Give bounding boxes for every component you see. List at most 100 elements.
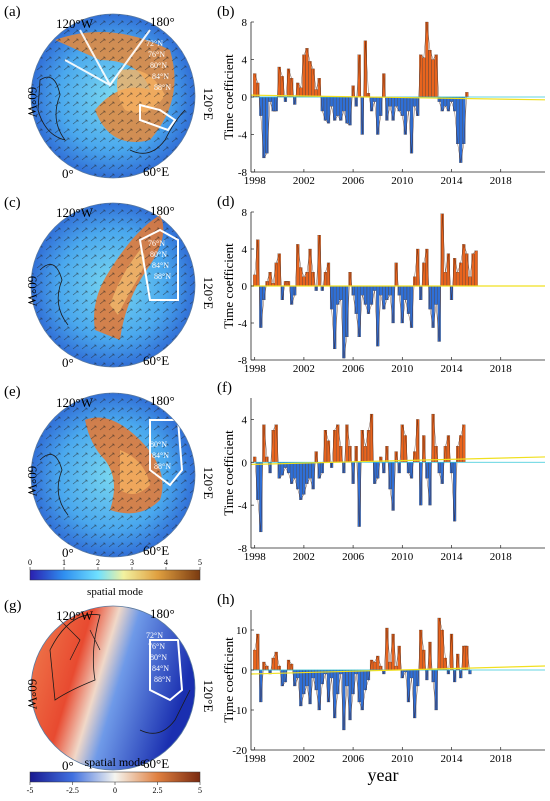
chart-bar: [446, 96, 451, 112]
chart-bar: [302, 462, 306, 495]
chart-bar: [333, 430, 337, 463]
chart-x-tick-label: 2002: [293, 363, 315, 375]
chart-bar: [305, 272, 309, 287]
chart-bar: [286, 68, 291, 98]
map-lon-label: 60°E: [143, 353, 169, 368]
chart-bar: [336, 285, 340, 305]
chart-panel-label: (h): [217, 592, 235, 608]
chart-trend-line: [250, 665, 546, 675]
chart-bar: [342, 285, 346, 359]
chart-bar: [299, 669, 303, 707]
chart-panel-label: (b): [217, 4, 235, 20]
chart-h: -20 -10 0 10 1998 2002 2006 2010 2014 2018 Time co…: [217, 592, 546, 765]
chart-bar: [413, 96, 417, 107]
x-axis-label-year: year: [368, 765, 399, 785]
map-lat-label: 80°N: [150, 250, 167, 259]
colorbar-2: -5 -2.5 0 2.5 5 spatial mode: [27, 755, 202, 795]
map-lat-label: 80°N: [150, 440, 167, 449]
chart-bar: [366, 285, 371, 314]
map-lat-label: 84°N: [152, 451, 169, 460]
chart-y-tick-label: 0: [242, 281, 248, 293]
chart-y-tick-label: 4: [242, 55, 248, 67]
map-lat-label: 72°N: [146, 631, 163, 640]
map-panel-c: [30, 202, 196, 368]
chart-bar: [453, 96, 457, 112]
chart-bar: [329, 96, 334, 107]
chart-series-line: [254, 21, 468, 163]
chart-bar: [388, 285, 392, 296]
chart-bar: [465, 645, 469, 671]
chart-bar: [363, 446, 367, 463]
chart-bar: [296, 669, 300, 679]
chart-y-axis-label: Time coefficient: [221, 637, 236, 723]
chart-bar: [265, 96, 269, 154]
chart-bar: [376, 285, 380, 347]
chart-bar: [373, 285, 377, 291]
chart-bar: [253, 274, 257, 287]
map-lat-label: 76°N: [148, 239, 165, 248]
map-panel-label: (g): [4, 598, 22, 614]
chart-y-axis-label: Time coefficient: [221, 430, 236, 516]
chart-y-axis-label: Time coefficient: [221, 54, 236, 140]
chart-bar: [409, 96, 414, 154]
chart-bar: [394, 96, 398, 107]
chart-bar: [400, 96, 404, 116]
chart-bar: [271, 96, 275, 112]
map-lat-label: 80°N: [150, 61, 167, 70]
chart-bar: [305, 462, 309, 484]
chart-y-tick-label: -8: [238, 543, 248, 555]
chart-bar: [422, 57, 426, 98]
chart-bar: [308, 61, 312, 98]
map-lon-label: 120°W: [56, 608, 94, 623]
chart-bar: [440, 96, 444, 112]
chart-f: -8 -4 0 4 1998 2002 2006 2010 2014 2018 Time coeff…: [217, 380, 546, 563]
chart-y-tick-label: 4: [242, 414, 248, 426]
chart-bar: [302, 54, 306, 98]
chart-y-tick-label: -4: [238, 500, 248, 512]
chart-bar: [253, 649, 257, 671]
chart-bar: [388, 661, 392, 671]
chart-y-tick-label: 8: [242, 207, 248, 219]
chart-bar: [308, 248, 312, 287]
chart-bar: [440, 629, 444, 671]
chart-bar: [342, 96, 346, 112]
chart-bar: [471, 253, 475, 287]
chart-y-tick-label: 0: [242, 457, 248, 469]
chart-y-tick-label: -4: [238, 318, 248, 330]
chart-y-tick-label: 4: [242, 244, 248, 256]
chart-bar: [268, 96, 272, 102]
chart-bar: [468, 276, 472, 287]
chart-bar: [434, 285, 438, 305]
map-panel-e: [30, 392, 196, 558]
colorbar-1-label: spatial mode: [87, 586, 143, 598]
chart-bar: [354, 285, 358, 314]
chart-x-tick-label: 2018: [490, 753, 513, 765]
chart-b: -8 -4 0 4 8 1998 2002 2006 2010 2014 2018 Time coef…: [217, 4, 546, 187]
map-lon-label: 0°: [62, 758, 74, 773]
map-lat-label: 88°N: [154, 462, 171, 471]
chart-bar: [342, 669, 346, 731]
map-lon-label: 0°: [62, 545, 74, 560]
chart-trend-line: [250, 456, 546, 466]
chart-bar: [326, 669, 331, 703]
chart-bar: [397, 96, 401, 112]
map-lon-label: 120°W: [56, 16, 94, 31]
chart-bar: [474, 250, 478, 287]
chart-y-tick-label: -4: [238, 130, 248, 142]
chart-x-tick-label: 2014: [441, 363, 464, 375]
chart-bar: [379, 285, 383, 296]
chart-bar: [373, 661, 377, 671]
chart-bar: [391, 633, 395, 671]
colorbar-tick-label: 3: [130, 558, 134, 567]
chart-x-tick-label: 1998: [244, 175, 267, 187]
map-lat-label: 72°N: [146, 39, 163, 48]
chart-x-tick-label: 2002: [293, 551, 315, 563]
chart-bar: [385, 627, 389, 671]
chart-series-line: [254, 617, 471, 731]
map-lon-label: 60°E: [143, 543, 169, 558]
chart-bar: [456, 96, 460, 144]
chart-y-tick-label: 10: [236, 625, 248, 637]
map-panel-label: (a): [4, 4, 21, 20]
chart-x-tick-label: 2006: [342, 363, 365, 375]
